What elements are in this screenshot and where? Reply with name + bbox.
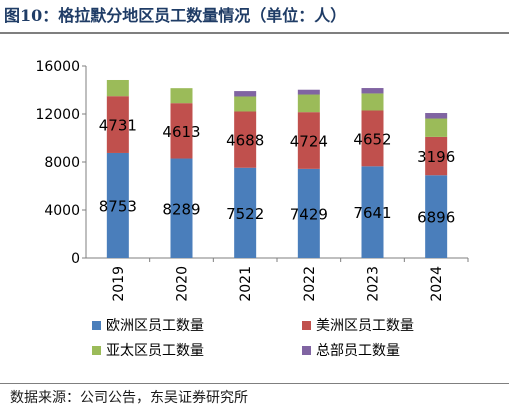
bar-2024-series-2 [425, 136, 448, 176]
bar-2024-series-3 [425, 118, 448, 137]
legend-label: 美洲区员工数量 [316, 318, 414, 334]
bar-2021-series-3 [234, 96, 257, 112]
data-label: 8289 [162, 200, 200, 218]
legend-swatch [92, 321, 101, 330]
x-tick-label: 2019 [111, 266, 127, 302]
legend-label: 欧洲区员工数量 [106, 318, 204, 334]
bar-2020-series-3 [170, 88, 193, 104]
bar-2023-series-1 [361, 166, 384, 258]
data-label: 4731 [99, 117, 137, 135]
x-tick-label: 2023 [366, 266, 382, 302]
bar-2024-series-1 [425, 175, 448, 258]
source-divider [0, 383, 509, 384]
legend-swatch [92, 346, 101, 355]
y-tick-label: 4000 [44, 203, 80, 219]
y-tick-label: 8000 [44, 155, 80, 171]
data-label: 7522 [226, 205, 264, 223]
chart-title: 图10：格拉默分地区员工数量情况（单位：人） [4, 6, 347, 25]
data-label: 4652 [353, 130, 391, 148]
source-note: 数据来源：公司公告，东吴证券研究所 [10, 390, 248, 406]
data-label: 7641 [353, 204, 391, 222]
bar-2019-series-3 [106, 79, 129, 97]
bar-2021-series-1 [234, 167, 257, 258]
y-tick-label: 12000 [35, 107, 80, 123]
bar-2019-series-1 [106, 152, 129, 258]
y-tick-label: 16000 [35, 59, 80, 75]
bar-2024-series-4 [425, 113, 448, 119]
bar-2023-series-2 [361, 110, 384, 167]
x-tick-label: 2020 [175, 266, 191, 302]
data-label: 4724 [290, 133, 328, 151]
data-label: 3196 [417, 148, 455, 166]
title-divider [0, 32, 509, 34]
bar-2021-series-2 [234, 111, 257, 168]
stacked-bar-chart: 0 4000 8000 12000 16000 8753 4731 2019 8289 4613 2… [35, 59, 469, 359]
bar-2021-series-4 [234, 91, 257, 97]
bar-2023-series-3 [361, 93, 384, 111]
data-label: 8753 [99, 197, 137, 215]
data-label: 4688 [226, 132, 264, 150]
bar-2022-series-3 [297, 94, 320, 113]
legend-swatch [302, 321, 311, 330]
x-tick-label: 2021 [238, 266, 254, 302]
legend-label: 亚太区员工数量 [106, 343, 204, 359]
bar-2020-series-1 [170, 158, 193, 258]
bar-2022-series-1 [297, 168, 320, 258]
x-tick-label: 2022 [302, 266, 318, 302]
bar-2020-series-2 [170, 103, 193, 159]
x-tick-label: 2024 [429, 266, 445, 302]
legend-label: 总部员工数量 [316, 343, 400, 359]
data-label: 6896 [417, 209, 455, 227]
y-tick-label: 0 [71, 251, 80, 267]
bar-2022-series-2 [297, 112, 320, 169]
data-label: 4613 [162, 123, 200, 141]
bar-2023-series-4 [361, 88, 384, 94]
data-label: 7429 [290, 205, 328, 223]
bar-2022-series-4 [297, 89, 320, 95]
legend-swatch [302, 346, 311, 355]
bar-2019-series-2 [106, 96, 129, 153]
